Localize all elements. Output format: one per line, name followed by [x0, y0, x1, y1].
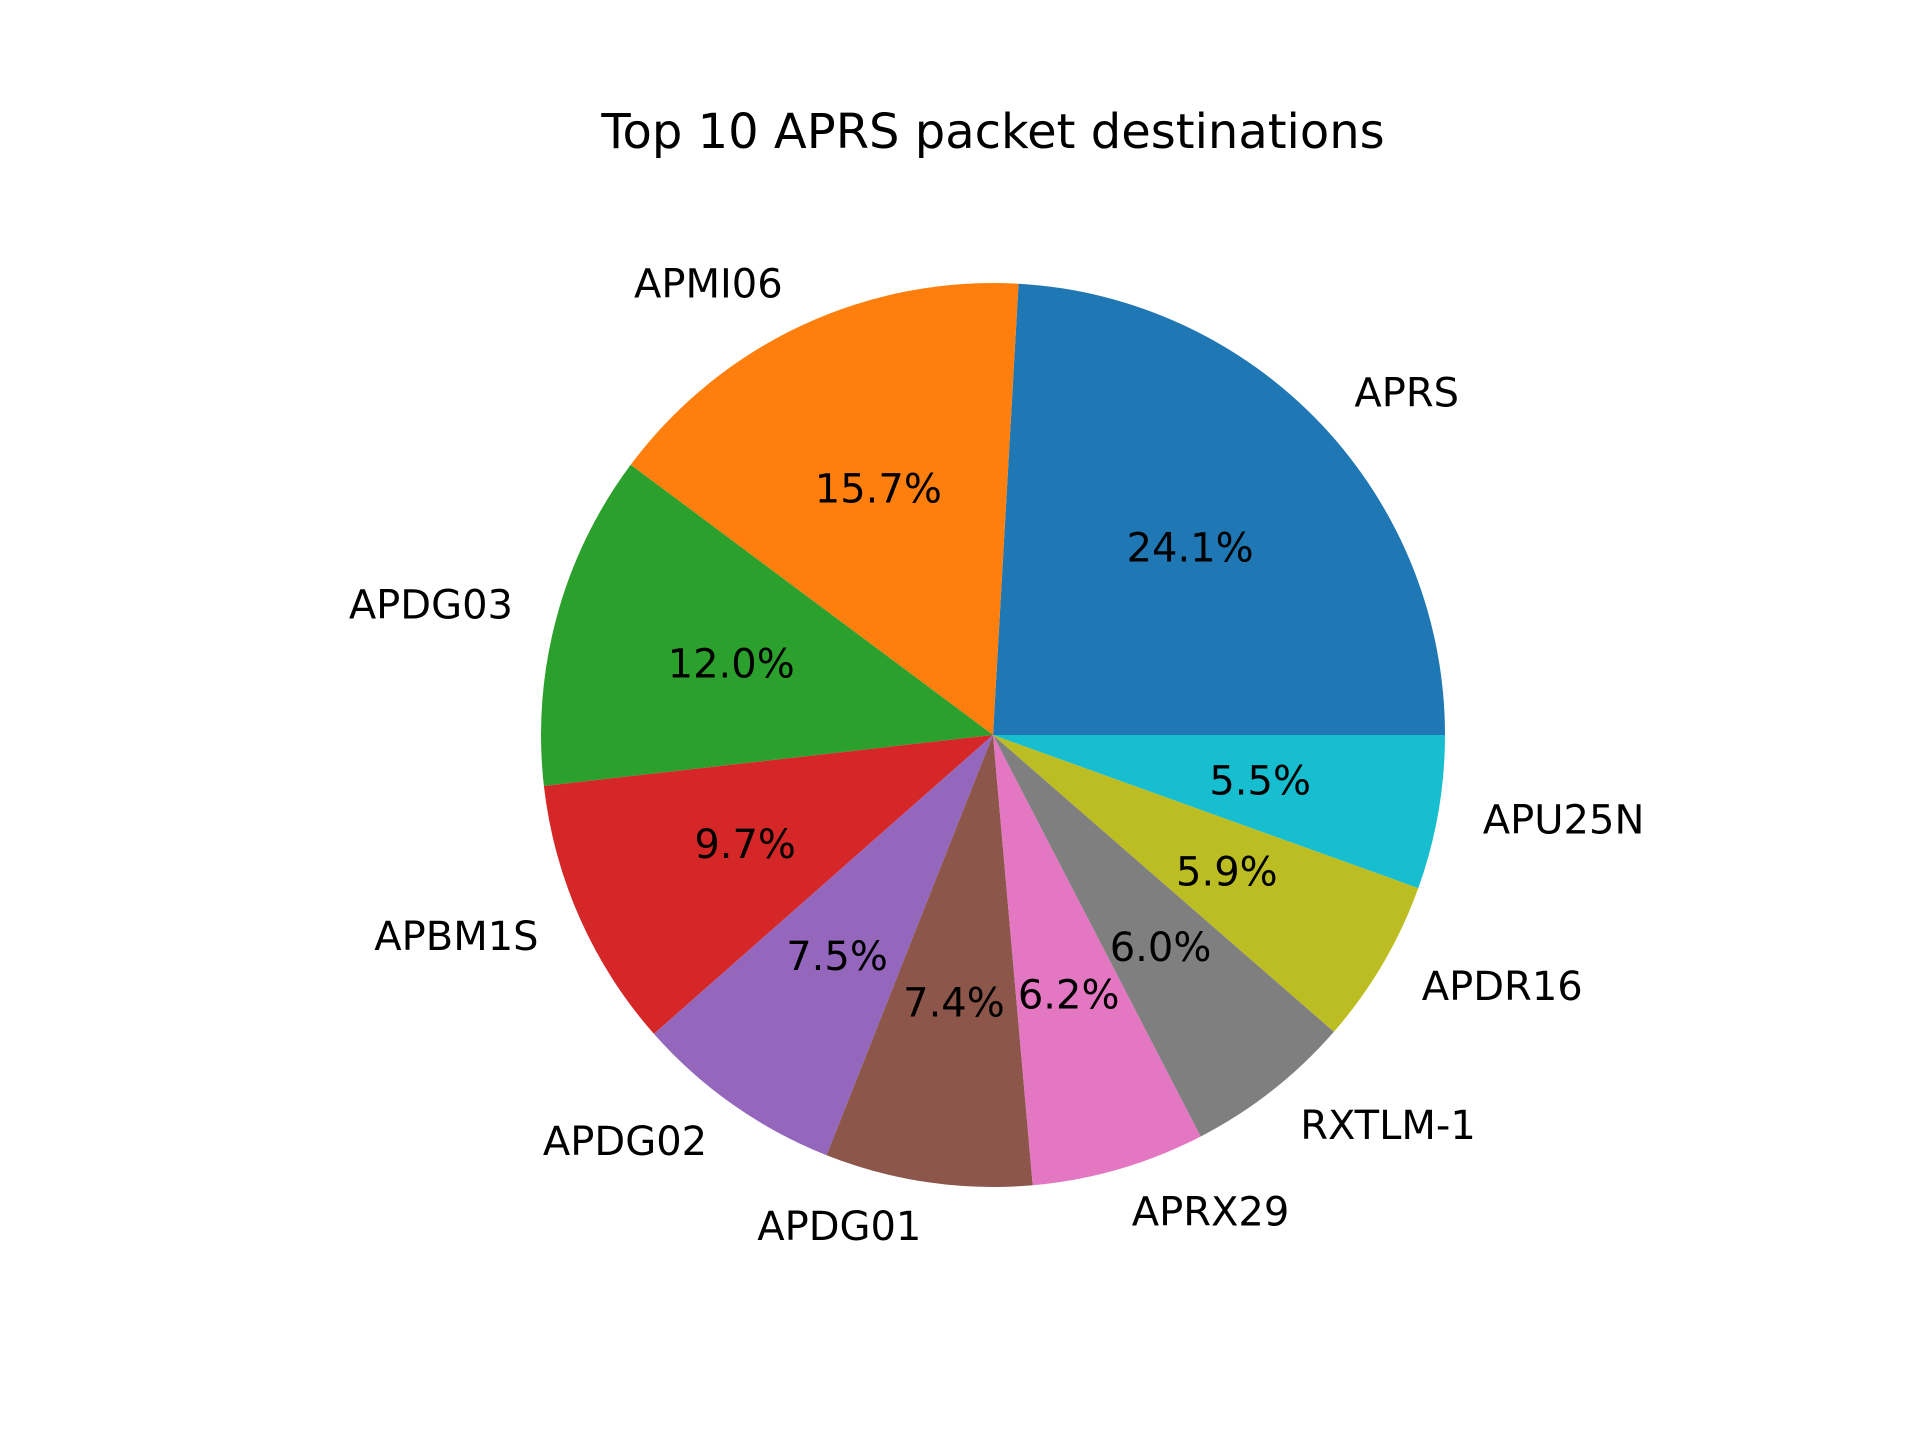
slice-label-apmi06: APMI06 — [634, 261, 783, 307]
slice-label-apdg01: APDG01 — [757, 1204, 921, 1250]
slice-label-apbm1s: APBM1S — [374, 914, 538, 960]
pie-slice-apbm1s — [543, 735, 993, 1034]
slice-percent-apdr16: 5.9% — [1176, 849, 1278, 895]
pie-slice-apdg03 — [541, 464, 993, 787]
slice-percent-aprx29: 6.2% — [1018, 972, 1120, 1018]
pie-slice-apdg01 — [826, 735, 1033, 1187]
slice-label-aprx29: APRX29 — [1132, 1189, 1290, 1235]
pie-slice-aprs — [993, 283, 1445, 735]
slice-percent-apdg02: 7.5% — [786, 934, 888, 980]
slice-percent-apbm1s: 9.7% — [694, 822, 796, 868]
pie-slice-aprx29 — [993, 735, 1201, 1186]
pie-slice-apmi06 — [630, 282, 1019, 735]
slice-label-rxtlm-1: RXTLM-1 — [1300, 1103, 1476, 1149]
slice-label-apdg03: APDG03 — [349, 582, 513, 628]
slice-label-apdg02: APDG02 — [543, 1119, 707, 1165]
slice-label-apdr16: APDR16 — [1422, 964, 1583, 1010]
slice-percent-apmi06: 15.7% — [815, 466, 942, 512]
slice-percent-aprs: 24.1% — [1127, 526, 1254, 572]
slice-percent-rxtlm-1: 6.0% — [1110, 925, 1212, 971]
slice-label-aprs: APRS — [1354, 371, 1459, 417]
pie-slice-apdg02 — [653, 735, 993, 1156]
pie-slice-rxtlm-1 — [993, 735, 1334, 1137]
slice-percent-apdg01: 7.4% — [903, 980, 1005, 1026]
pie-labels: APRS 24.1% APMI06 15.7% APDG03 12.0% APBM1S 9.7… — [349, 261, 1645, 1250]
slice-percent-apu25n: 5.5% — [1209, 759, 1311, 805]
slice-label-apu25n: APU25N — [1483, 797, 1645, 843]
pie-slice-apu25n — [993, 735, 1445, 889]
pie-slice-apdr16 — [993, 735, 1419, 1032]
pie-slices — [541, 282, 1445, 1187]
chart-title: Top 10 APRS packet destinations — [600, 104, 1384, 160]
slice-percent-apdg03: 12.0% — [668, 641, 795, 687]
